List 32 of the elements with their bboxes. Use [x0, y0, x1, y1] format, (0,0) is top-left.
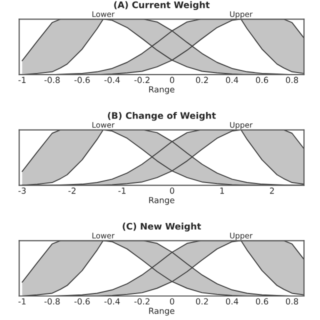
x-tick-label: 0.6	[256, 298, 268, 305]
x-tick-label: 0	[170, 188, 174, 194]
x-axis-title: Range	[149, 197, 174, 205]
x-tick-label: 0	[170, 76, 174, 84]
x-tick-label: -1	[18, 76, 26, 83]
x-tick-label: 0.4	[226, 76, 238, 84]
x-tick-label: -0.2	[134, 76, 150, 84]
x-tick-label: 0.4	[226, 298, 238, 305]
x-tick-label: 0.8	[286, 298, 298, 305]
chart-title: (A) Current Weight	[114, 1, 210, 10]
x-tick-label: -0.6	[74, 298, 90, 305]
x-tick-label: -0.2	[134, 298, 150, 305]
x-tick-label: -0.8	[44, 76, 60, 84]
x-tick-label: 0.2	[196, 76, 208, 84]
x-tick-label: -0.6	[74, 76, 90, 84]
chart-title: (C) New Weight	[122, 222, 202, 232]
x-tick-label: -2	[68, 188, 76, 194]
x-tick-label: 0.2	[196, 298, 208, 305]
x-tick-label: 0.8	[286, 76, 298, 84]
chart-title: (B) Change of Weight	[108, 112, 216, 121]
x-tick-label: -0.4	[104, 298, 120, 305]
x-tick-label: -1	[118, 188, 126, 194]
x-tick-label: -0.4	[104, 76, 120, 84]
x-tick-label: -3	[18, 188, 26, 194]
x-axis-title: Range	[149, 86, 174, 94]
x-tick-label: 2	[270, 188, 274, 194]
x-tick-label: -1	[18, 298, 26, 304]
x-tick-label: -0.8	[44, 298, 60, 305]
x-tick-label: 0	[170, 298, 174, 305]
x-tick-label: 1	[220, 188, 224, 194]
x-axis-title: Range	[149, 308, 174, 316]
x-tick-label: 0.6	[256, 76, 268, 84]
